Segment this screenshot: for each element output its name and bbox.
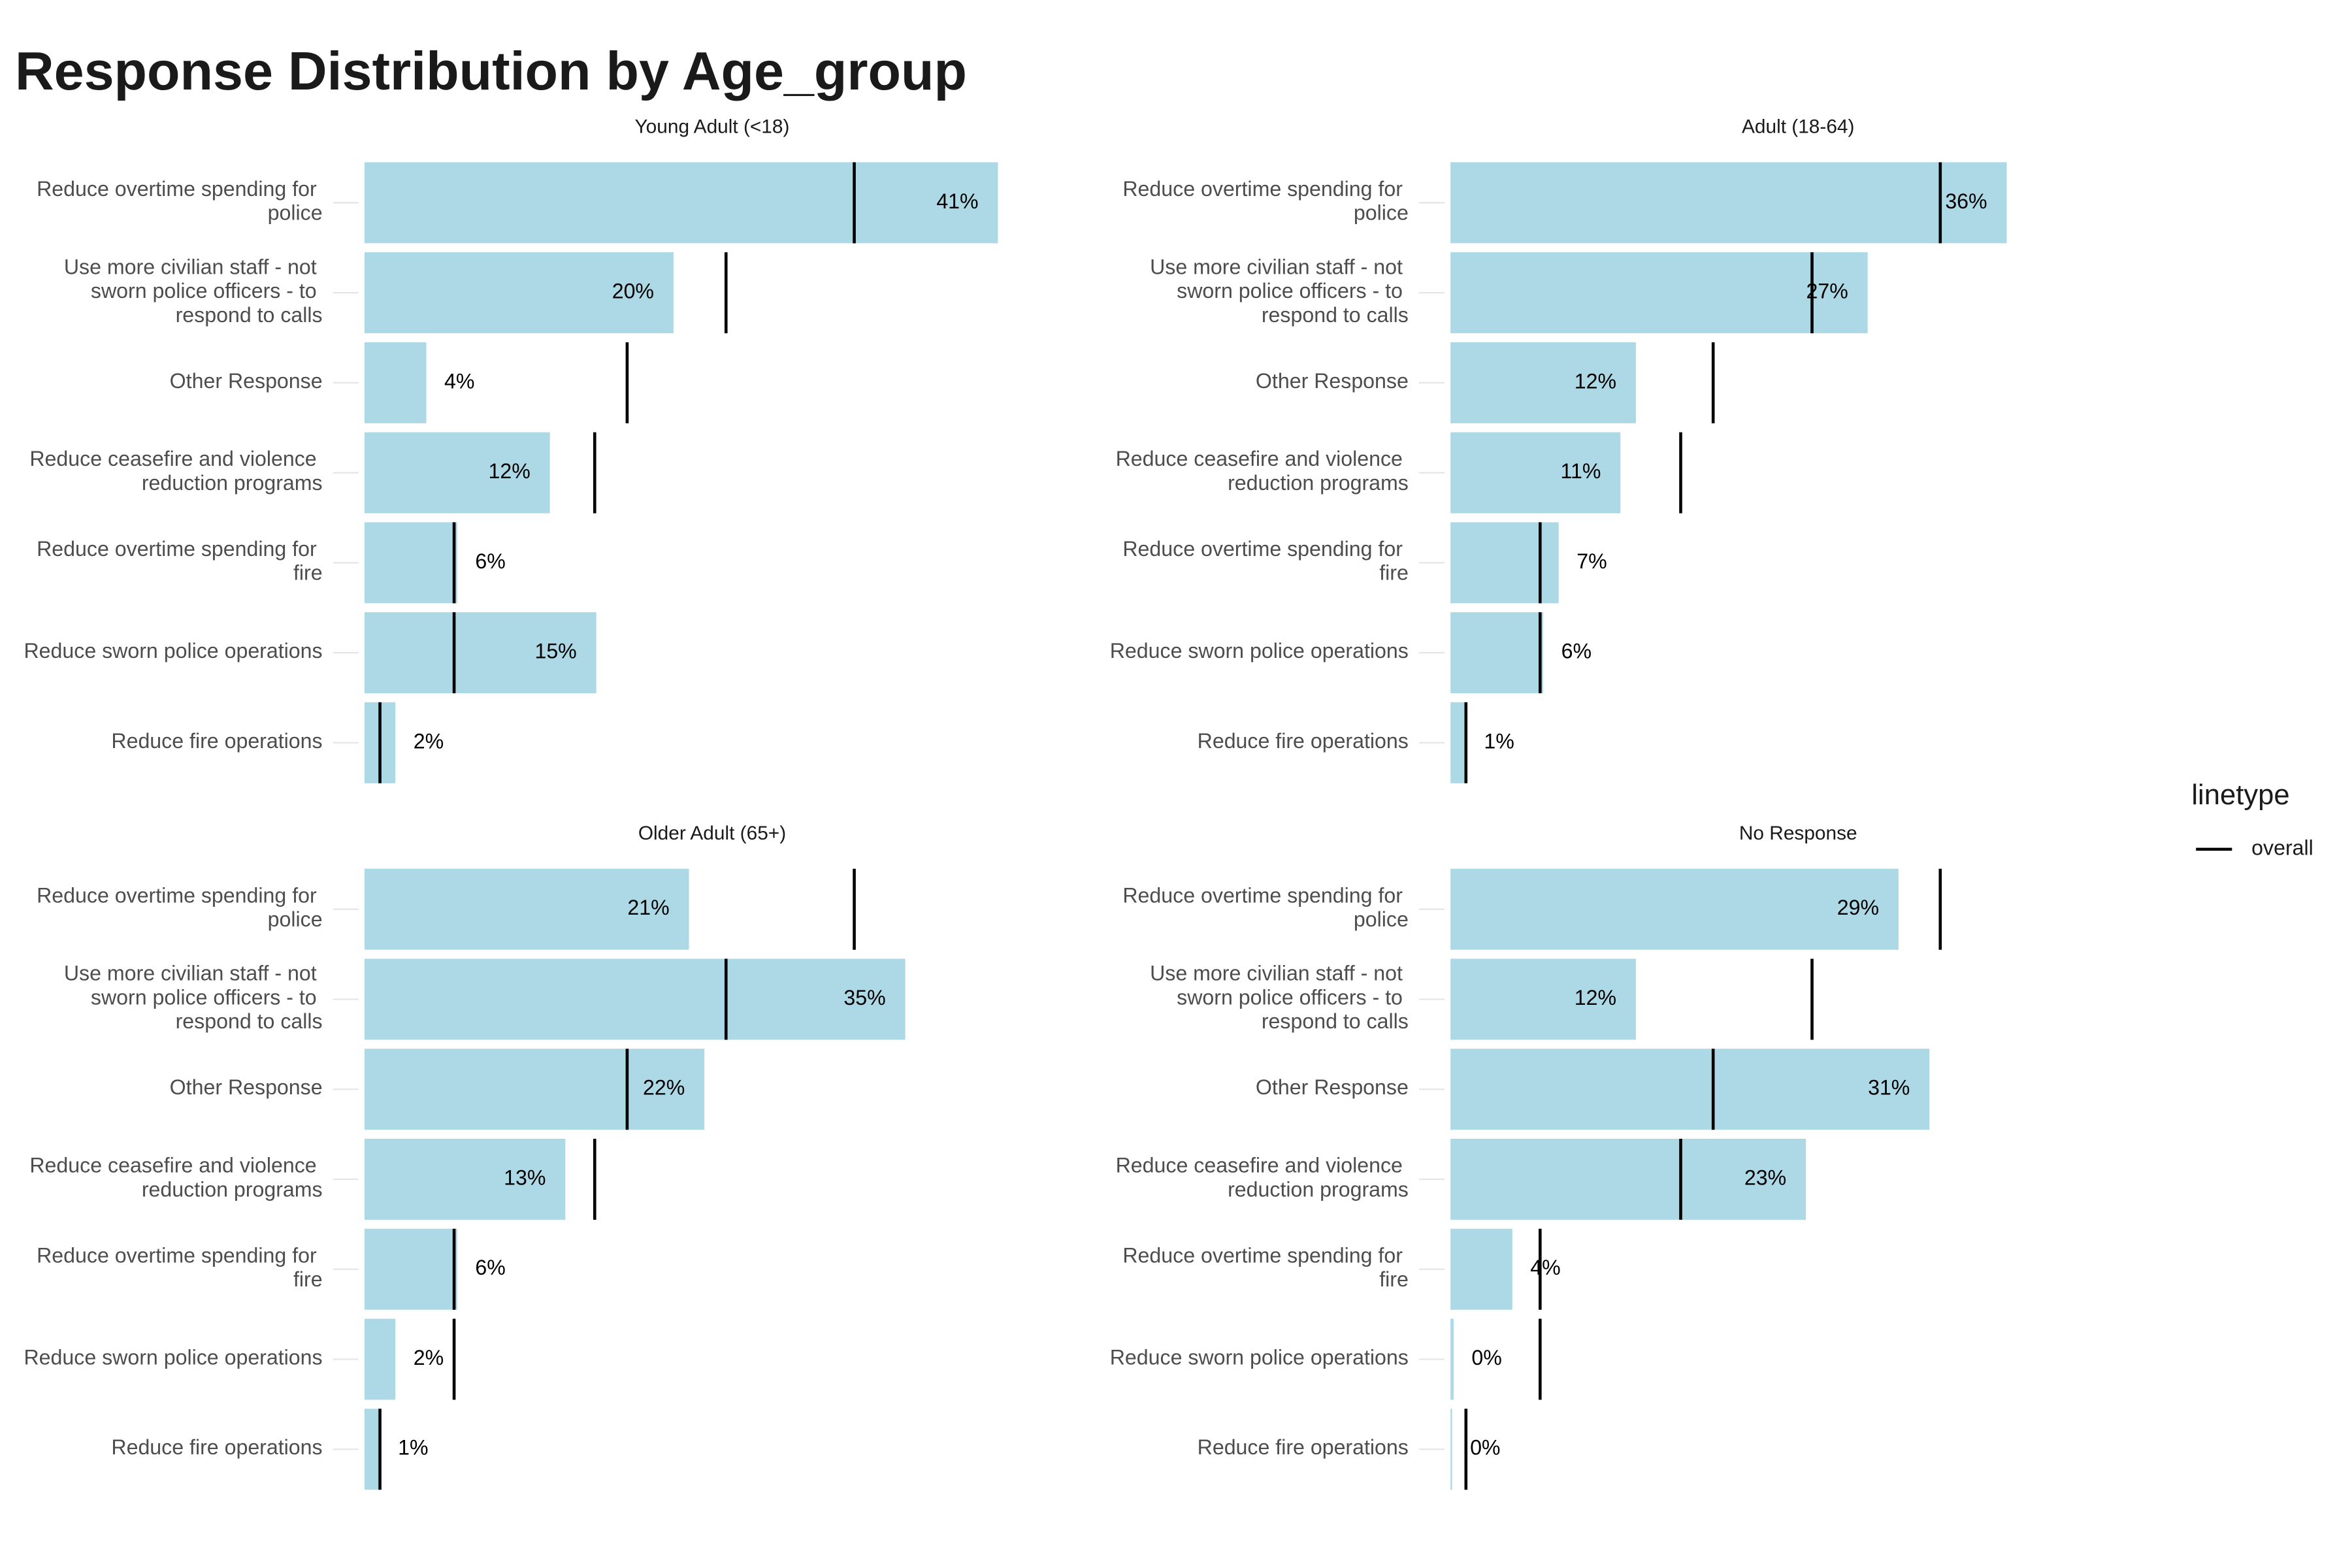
value-label: 6% — [1561, 640, 1592, 663]
y-tick-label: Use more civilian staff - not sworn poli… — [1150, 255, 1409, 327]
bar — [364, 162, 998, 244]
value-label: 1% — [398, 1436, 428, 1460]
bar — [364, 252, 674, 334]
y-tick-label: Reduce ceasefire and violence reduction … — [1116, 448, 1409, 495]
y-tick-label: Reduce overtime spending for police — [37, 884, 323, 932]
y-tick-label: Reduce overtime spending for fire — [1122, 1244, 1409, 1292]
value-label: 29% — [1837, 896, 1879, 919]
value-label: 20% — [612, 280, 654, 303]
bar — [1450, 1318, 1454, 1400]
bar — [1450, 162, 2007, 244]
y-tick-label: Other Response — [170, 1076, 323, 1100]
value-label: 2% — [414, 1346, 444, 1369]
legend-label: overall — [2251, 836, 2313, 859]
value-label: 27% — [1806, 280, 1848, 303]
value-label: 22% — [643, 1076, 685, 1100]
bar — [1450, 612, 1544, 694]
bar — [1450, 342, 1636, 423]
bar — [1450, 1049, 1930, 1130]
value-label: 12% — [489, 459, 531, 483]
value-label: 15% — [534, 640, 576, 663]
value-label: 12% — [1575, 986, 1616, 1009]
y-tick-label: Reduce overtime spending for fire — [37, 537, 323, 585]
y-tick-label: Use more civilian staff - not sworn poli… — [64, 962, 323, 1033]
value-label: 35% — [843, 986, 885, 1009]
facet-title: Older Adult (65+) — [638, 823, 786, 844]
bar — [364, 432, 550, 514]
bar — [364, 868, 689, 950]
legend-title: linetype — [2191, 779, 2289, 811]
value-label: 41% — [936, 189, 978, 213]
bar — [1450, 252, 1868, 334]
bar — [1450, 702, 1466, 783]
value-label: 13% — [504, 1166, 546, 1189]
value-label: 7% — [1576, 549, 1607, 573]
y-tick-label: Use more civilian staff - not sworn poli… — [64, 255, 323, 327]
y-tick-label: Other Response — [1256, 369, 1409, 393]
bar — [364, 1049, 705, 1130]
y-tick-label: Reduce fire operations — [1198, 729, 1409, 753]
value-label: 0% — [1470, 1436, 1500, 1460]
value-label: 6% — [475, 1256, 505, 1279]
y-tick-label: Reduce overtime spending for police — [1122, 177, 1409, 225]
bar — [364, 342, 427, 423]
y-tick-label: Reduce ceasefire and violence reduction … — [29, 1154, 322, 1201]
value-label: 11% — [1561, 459, 1601, 483]
value-label: 0% — [1471, 1346, 1501, 1369]
bar — [364, 1228, 457, 1310]
y-tick-label: Reduce overtime spending for police — [1122, 884, 1409, 932]
y-tick-label: Use more civilian staff - not sworn poli… — [1150, 962, 1409, 1033]
bar — [1450, 958, 1636, 1040]
y-tick-label: Reduce fire operations — [1198, 1436, 1409, 1460]
y-tick-label: Reduce ceasefire and violence reduction … — [29, 448, 322, 495]
bar — [364, 1409, 380, 1490]
value-label: 2% — [414, 729, 444, 753]
value-label: 23% — [1744, 1166, 1786, 1189]
value-label: 36% — [1945, 189, 1987, 213]
y-tick-label: Reduce sworn police operations — [1110, 1346, 1409, 1369]
bar — [1450, 868, 1899, 950]
y-tick-label: Reduce overtime spending for fire — [37, 1244, 323, 1292]
bar — [364, 958, 906, 1040]
value-label: 21% — [627, 896, 669, 919]
value-label: 6% — [475, 549, 505, 573]
y-tick-label: Other Response — [1256, 1076, 1409, 1100]
bar — [364, 1138, 566, 1220]
bar — [364, 1318, 396, 1400]
y-tick-label: Reduce sworn police operations — [1110, 640, 1409, 663]
bar — [1450, 1228, 1512, 1310]
bar — [364, 522, 457, 604]
bar — [1450, 1138, 1806, 1220]
y-tick-label: Reduce sworn police operations — [24, 1346, 322, 1369]
value-label: 4% — [1530, 1256, 1560, 1279]
bar — [1450, 522, 1559, 604]
facet-title: Adult (18-64) — [1742, 116, 1854, 137]
y-tick-label: Reduce fire operations — [111, 1436, 322, 1460]
value-label: 31% — [1868, 1076, 1910, 1100]
value-label: 1% — [1484, 729, 1514, 753]
y-tick-label: Other Response — [170, 369, 323, 393]
y-tick-label: Reduce overtime spending for police — [37, 177, 323, 225]
y-tick-label: Reduce overtime spending for fire — [1122, 537, 1409, 585]
bar — [1450, 432, 1621, 514]
facet-title: No Response — [1739, 823, 1857, 844]
y-tick-label: Reduce ceasefire and violence reduction … — [1116, 1154, 1409, 1201]
y-tick-label: Reduce fire operations — [111, 729, 322, 753]
facet-title: Young Adult (<18) — [635, 116, 790, 137]
y-tick-label: Reduce sworn police operations — [24, 640, 322, 663]
chart-title: Response Distribution by Age_group — [15, 41, 967, 101]
bar — [1450, 1409, 1452, 1490]
value-label: 12% — [1575, 369, 1616, 393]
bar — [364, 612, 596, 694]
value-label: 4% — [444, 369, 474, 393]
